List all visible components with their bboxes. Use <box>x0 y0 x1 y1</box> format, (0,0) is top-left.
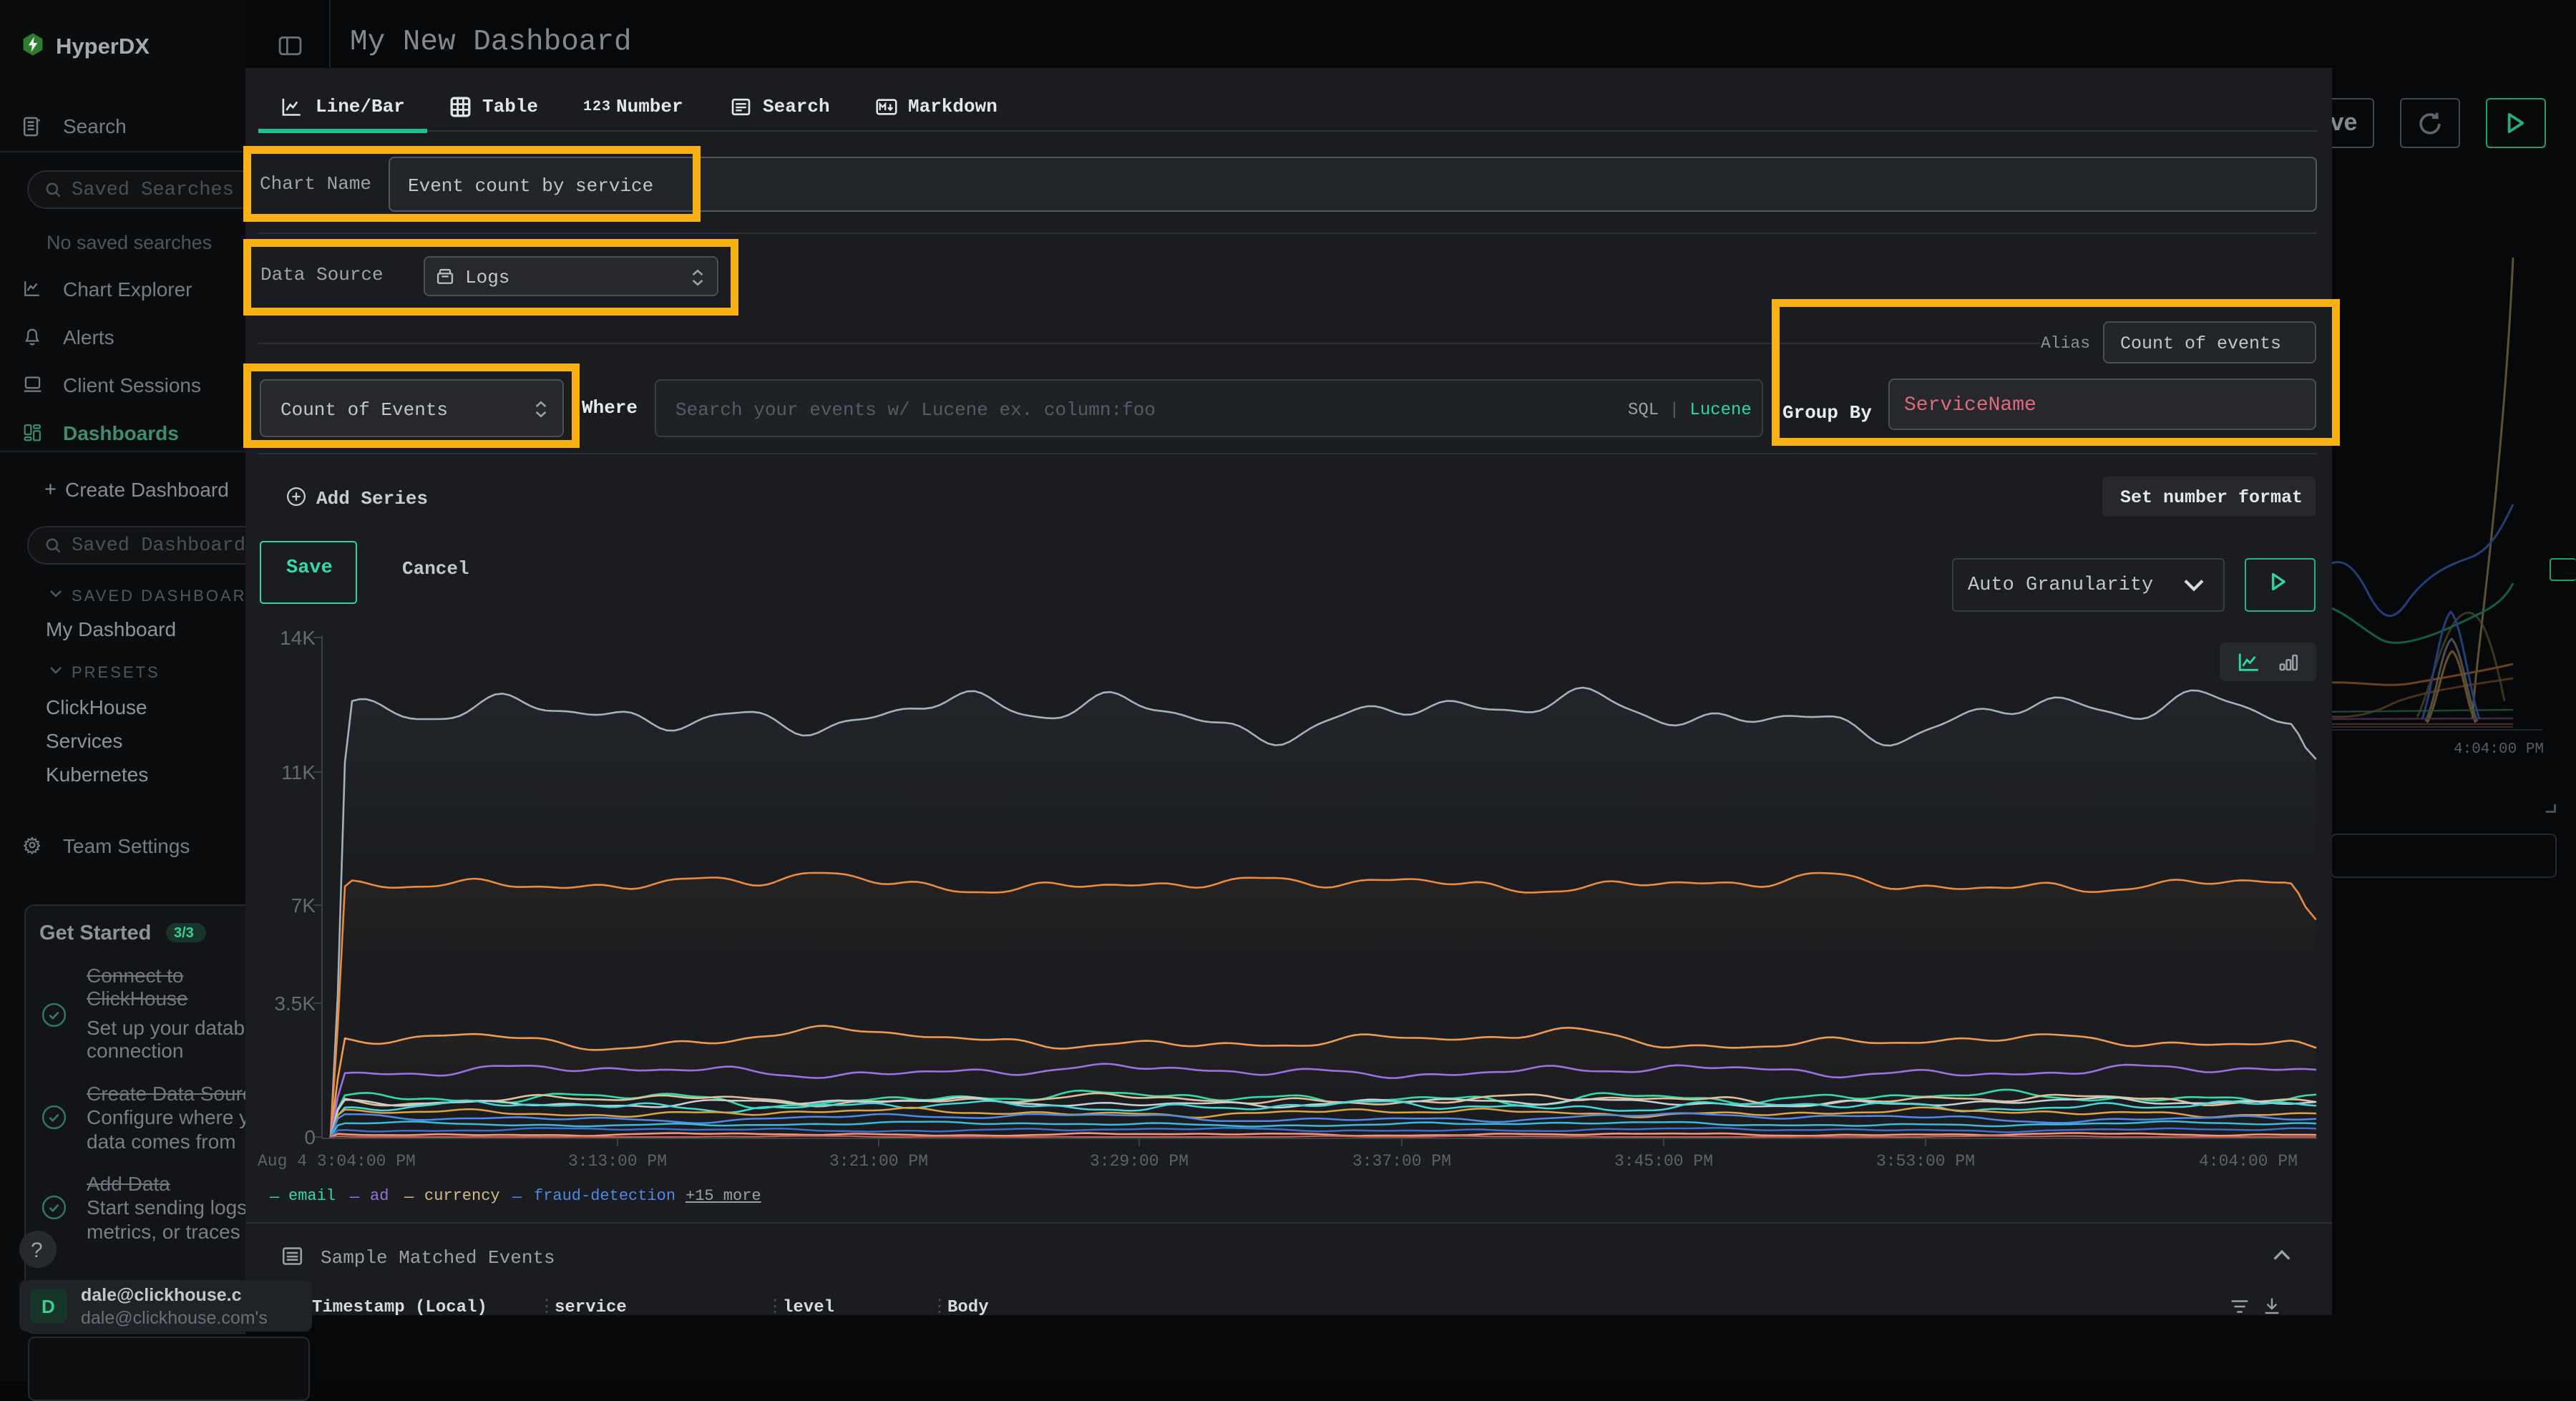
svg-text:3.5K: 3.5K <box>274 992 316 1015</box>
svg-text:3:13:00 PM: 3:13:00 PM <box>568 1152 667 1171</box>
svg-text:11K: 11K <box>281 761 316 784</box>
svg-text:3:45:00 PM: 3:45:00 PM <box>1614 1152 1713 1171</box>
svg-text:3:37:00 PM: 3:37:00 PM <box>1352 1152 1451 1171</box>
svg-text:3:53:00 PM: 3:53:00 PM <box>1876 1152 1975 1171</box>
svg-text:3:21:00 PM: 3:21:00 PM <box>829 1152 928 1171</box>
svg-text:14K: 14K <box>280 627 316 649</box>
svg-text:7K: 7K <box>291 894 316 917</box>
svg-text:Aug 4 3:04:00 PM: Aug 4 3:04:00 PM <box>258 1152 416 1171</box>
svg-text:4:04:00 PM: 4:04:00 PM <box>2199 1152 2298 1171</box>
svg-text:0: 0 <box>304 1126 316 1148</box>
svg-text:3:29:00 PM: 3:29:00 PM <box>1090 1152 1189 1171</box>
